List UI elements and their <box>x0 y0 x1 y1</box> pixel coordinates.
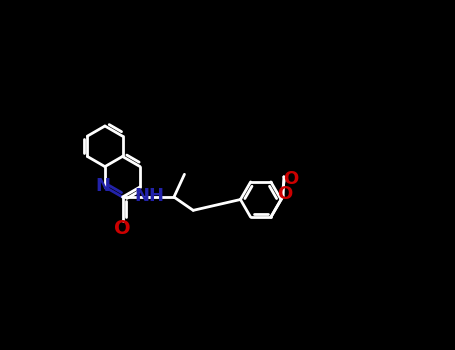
Text: O: O <box>114 219 131 238</box>
Text: O: O <box>283 169 298 188</box>
Text: O: O <box>277 186 293 203</box>
Text: N: N <box>96 177 111 195</box>
Text: NH: NH <box>134 187 164 205</box>
